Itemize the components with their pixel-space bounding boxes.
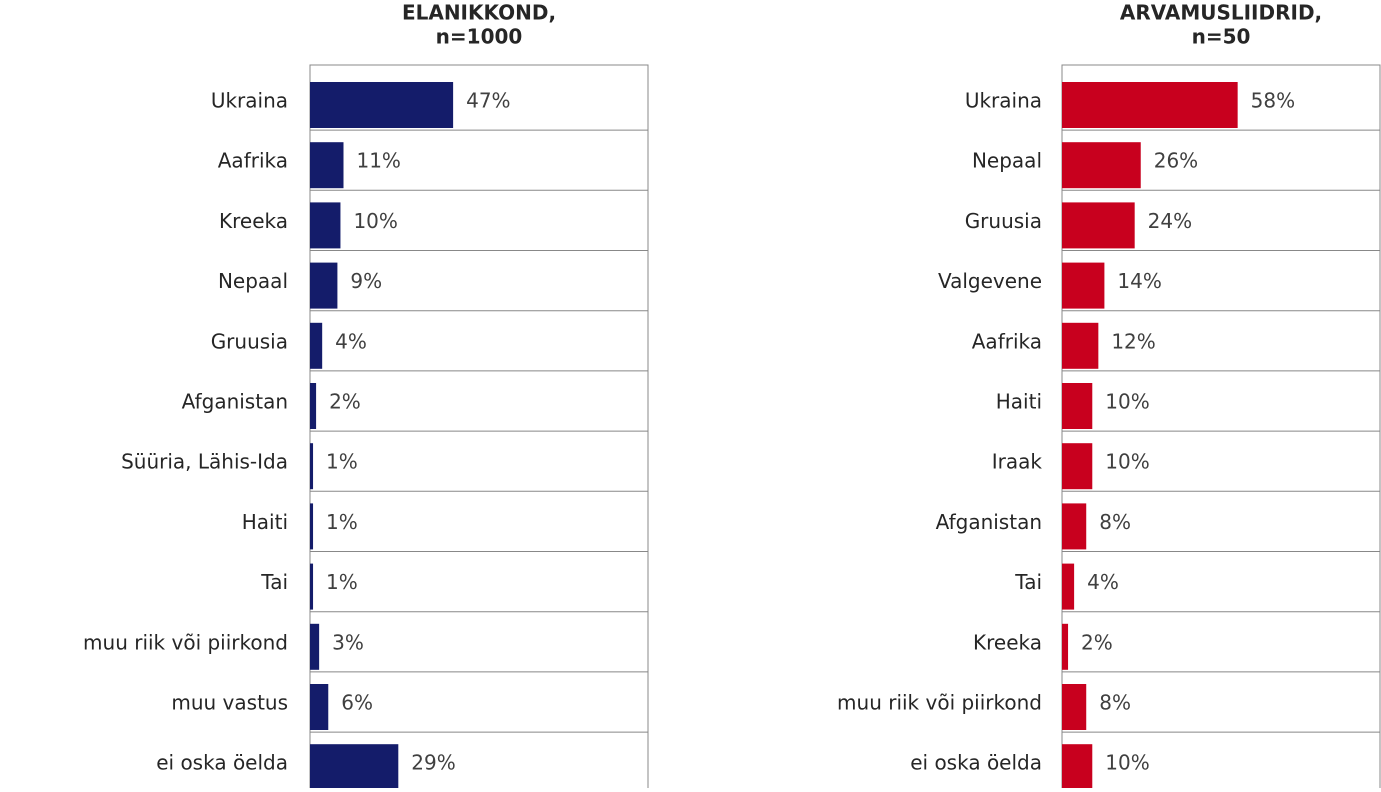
bar: [1062, 623, 1069, 670]
value-label: 29%: [411, 751, 455, 775]
category-label: Nepaal: [972, 149, 1042, 173]
bar: [310, 563, 314, 610]
bar: [310, 623, 320, 670]
chart-title: n=1000: [436, 25, 523, 49]
bar: [1062, 563, 1075, 610]
bar: [310, 744, 399, 791]
bar: [310, 82, 454, 128]
category-label: Aafrika: [972, 329, 1042, 353]
value-label: 24%: [1148, 209, 1192, 233]
value-label: 58%: [1251, 89, 1295, 113]
bar: [1062, 443, 1093, 490]
category-label: Aafrika: [218, 149, 288, 173]
value-label: 26%: [1154, 149, 1198, 173]
plot-border: [309, 64, 649, 792]
value-label: 1%: [326, 510, 358, 534]
bar: [1062, 202, 1135, 249]
bar: [310, 142, 344, 189]
value-label: 4%: [335, 329, 367, 353]
value-label: 10%: [1105, 450, 1149, 474]
category-label: Kreeka: [973, 630, 1042, 654]
value-label: 47%: [466, 89, 510, 113]
category-label: muu riik või piirkond: [83, 630, 288, 654]
value-label: 9%: [350, 269, 382, 293]
category-label: ei oska öelda: [156, 751, 288, 775]
category-label: Tai: [1014, 570, 1042, 594]
value-label: 4%: [1087, 570, 1119, 594]
category-label: Tai: [260, 570, 288, 594]
category-label: Iraak: [992, 450, 1043, 474]
bar: [310, 383, 317, 429]
category-label: Afganistan: [936, 510, 1042, 534]
bar: [1062, 142, 1141, 189]
category-label: muu vastus: [171, 691, 288, 715]
chart-title: ARVAMUSLIIDRID,: [1120, 1, 1322, 25]
value-label: 10%: [353, 209, 397, 233]
bar: [310, 322, 323, 369]
bar: [310, 503, 314, 550]
value-label: 8%: [1099, 691, 1131, 715]
value-label: 3%: [332, 630, 364, 654]
value-label: 14%: [1117, 269, 1161, 293]
value-label: 2%: [329, 390, 361, 414]
bar: [1062, 684, 1087, 730]
value-label: 11%: [356, 149, 400, 173]
category-label: Nepaal: [218, 269, 288, 293]
value-label: 1%: [326, 450, 358, 474]
category-label: Haiti: [242, 510, 288, 534]
bar: [310, 262, 338, 309]
bar: [310, 202, 341, 249]
value-label: 6%: [341, 691, 373, 715]
value-label: 10%: [1105, 751, 1149, 775]
category-label: Afganistan: [182, 390, 288, 414]
category-label: Ukraina: [211, 89, 288, 113]
category-label: Valgevene: [938, 269, 1042, 293]
category-label: Gruusia: [211, 329, 288, 353]
bar: [1062, 322, 1099, 369]
value-label: 10%: [1105, 390, 1149, 414]
category-label: muu riik või piirkond: [837, 691, 1042, 715]
category-label: Gruusia: [965, 209, 1042, 233]
bar: [310, 443, 314, 490]
value-label: 12%: [1111, 329, 1155, 353]
value-label: 2%: [1081, 630, 1113, 654]
category-label: Ukraina: [965, 89, 1042, 113]
bar: [310, 684, 329, 730]
plot-border: [1061, 64, 1381, 792]
bar: [1062, 262, 1105, 309]
category-label: Kreeka: [219, 209, 288, 233]
value-label: 1%: [326, 570, 358, 594]
chart-title: n=50: [1192, 25, 1251, 49]
category-label: Süüria, Lähis-Ida: [121, 450, 288, 474]
category-label: Haiti: [996, 390, 1042, 414]
chart-title: ELANIKKOND,: [402, 1, 556, 25]
value-label: 8%: [1099, 510, 1131, 534]
bar: [1062, 503, 1087, 550]
bar: [1062, 82, 1238, 128]
bar: [1062, 744, 1093, 791]
bar: [1062, 383, 1093, 429]
category-label: ei oska öelda: [910, 751, 1042, 775]
